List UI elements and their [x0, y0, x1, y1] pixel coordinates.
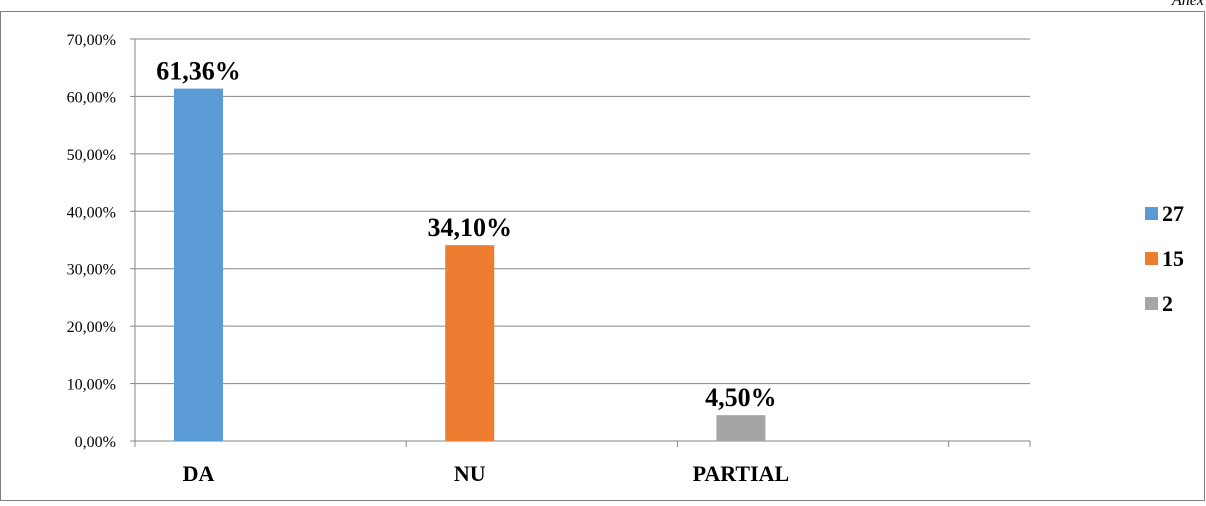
y-tick-label: 0,00% [75, 434, 116, 451]
legend-swatch [1145, 207, 1158, 220]
x-tick-label: NU [454, 461, 486, 486]
y-tick-label: 30,00% [67, 262, 116, 279]
legend-swatch [1145, 297, 1158, 310]
corner-label: Anex [1172, 0, 1204, 9]
y-tick-label: 20,00% [67, 319, 116, 336]
data-label: 61,36% [156, 57, 241, 86]
y-tick-label: 50,00% [67, 147, 116, 164]
legend-label: 15 [1162, 246, 1184, 271]
legend-label: 2 [1162, 291, 1173, 316]
data-label: 4,50% [705, 383, 777, 412]
bar-nu [445, 245, 495, 441]
data-label: 34,10% [427, 213, 512, 242]
y-tick-label: 70,00% [67, 32, 116, 49]
bar-partial [716, 415, 766, 441]
y-tick-label: 40,00% [67, 204, 116, 221]
y-tick-label: 60,00% [67, 89, 116, 106]
bar-da [174, 88, 223, 441]
legend-swatch [1145, 252, 1158, 265]
x-tick-label: PARTIAL [693, 461, 790, 486]
x-tick-label: DA [183, 461, 215, 486]
legend-label: 27 [1162, 201, 1184, 226]
y-tick-label: 10,00% [67, 377, 116, 394]
